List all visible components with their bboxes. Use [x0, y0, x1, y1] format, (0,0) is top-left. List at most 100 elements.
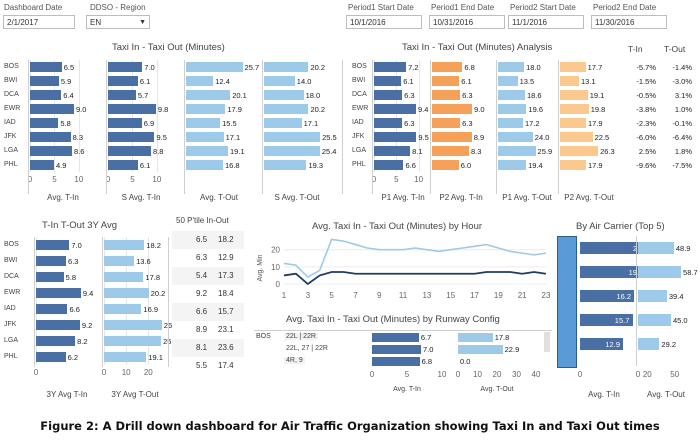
runway-scrollbar[interactable] [544, 332, 550, 352]
taxi-p2-bar[interactable] [186, 76, 214, 86]
ddso-region-select[interactable]: EN ▼ [86, 15, 150, 29]
analysis-p2-bar[interactable] [498, 76, 518, 86]
analysis-p2-bar[interactable] [498, 146, 536, 156]
taxi-p3-bar[interactable] [264, 132, 321, 142]
taxi-p0-bar[interactable] [30, 76, 59, 86]
threey-p1-bar[interactable] [104, 272, 144, 282]
taxi-p2-bar[interactable] [186, 132, 224, 142]
taxi-p2-bar[interactable] [186, 160, 223, 170]
threey-p0-bar[interactable] [36, 336, 76, 346]
p50-row[interactable]: 5.4 17.3 [172, 267, 244, 285]
taxi-p1-bar[interactable] [108, 132, 155, 142]
taxi-p2-bar[interactable] [186, 146, 229, 156]
p1-start-field[interactable]: 10/1/2016 [346, 15, 422, 29]
analysis-p0-bar[interactable] [374, 118, 403, 128]
analysis-p0-bar[interactable] [374, 76, 402, 86]
threey-p0-bar[interactable] [36, 288, 81, 298]
analysis-p2-bar[interactable] [498, 132, 533, 142]
threey-p1-bar[interactable] [104, 240, 145, 250]
analysis-p0-bar[interactable] [374, 62, 407, 72]
carrier-tin-bar[interactable] [580, 266, 647, 278]
carrier-highlight-bar[interactable] [557, 236, 577, 368]
p50-row[interactable]: 9.2 18.4 [172, 285, 244, 303]
taxi-p3-bar[interactable] [264, 104, 309, 114]
taxi-p1-bar[interactable] [108, 160, 138, 170]
analysis-p0-bar[interactable] [374, 132, 417, 142]
p50-row[interactable]: 6.3 12.9 [172, 249, 244, 267]
analysis-p1-bar[interactable] [432, 118, 461, 128]
runway-tin-bar[interactable] [372, 357, 420, 366]
carrier-tout-bar[interactable] [638, 314, 671, 326]
analysis-p2-bar[interactable] [498, 62, 525, 72]
p2-start-field[interactable]: 11/1/2016 [508, 15, 584, 29]
analysis-p1-bar[interactable] [432, 90, 461, 100]
runway-tout-bar[interactable] [458, 333, 493, 342]
carrier-tin-bar[interactable] [580, 338, 624, 350]
taxi-p0-bar[interactable] [30, 118, 59, 128]
threey-p1-bar[interactable] [104, 288, 149, 298]
analysis-p3-bar[interactable] [560, 146, 599, 156]
analysis-p2-bar[interactable] [498, 90, 525, 100]
threey-p0-bar[interactable] [36, 240, 70, 250]
carrier-tout-bar[interactable] [638, 242, 674, 254]
analysis-p3-bar[interactable] [560, 118, 586, 128]
analysis-p0-bar[interactable] [374, 90, 403, 100]
taxi-p0-bar[interactable] [30, 90, 62, 100]
analysis-p1-bar[interactable] [432, 132, 472, 142]
analysis-p1-bar[interactable] [432, 76, 460, 86]
taxi-p2-bar[interactable] [186, 62, 243, 72]
threey-p1-bar[interactable] [104, 320, 162, 330]
taxi-p1-bar[interactable] [108, 118, 142, 128]
analysis-p3-bar[interactable] [560, 76, 579, 86]
runway-tin-bar[interactable] [372, 333, 419, 342]
runway-tout-bar[interactable] [458, 345, 503, 354]
threey-p0-bar[interactable] [36, 256, 67, 266]
taxi-p2-bar[interactable] [186, 104, 226, 114]
p50-row[interactable]: 5.5 17.4 [172, 357, 244, 375]
taxi-p1-bar[interactable] [108, 104, 156, 114]
threey-p1-bar[interactable] [104, 352, 147, 362]
taxi-p1-bar[interactable] [108, 90, 136, 100]
threey-p1-bar[interactable] [104, 336, 162, 346]
threey-p0-bar[interactable] [36, 320, 80, 330]
analysis-p3-bar[interactable] [560, 160, 586, 170]
threey-p0-bar[interactable] [36, 352, 66, 362]
p50-row[interactable]: 6.5 18.2 [172, 231, 244, 249]
carrier-tout-bar[interactable] [638, 338, 660, 350]
taxi-p3-bar[interactable] [264, 90, 304, 100]
analysis-p1-bar[interactable] [432, 62, 463, 72]
taxi-p3-bar[interactable] [264, 62, 309, 72]
carrier-tout-bar[interactable] [638, 266, 682, 278]
carrier-tin-bar[interactable] [580, 314, 633, 326]
analysis-p3-bar[interactable] [560, 62, 586, 72]
analysis-p2-bar[interactable] [498, 160, 527, 170]
p50-row[interactable]: 8.9 23.1 [172, 321, 244, 339]
threey-p0-bar[interactable] [36, 272, 64, 282]
dashboard-date-field[interactable]: 2/1/2017 [3, 15, 75, 29]
analysis-p3-bar[interactable] [560, 90, 588, 100]
taxi-p3-bar[interactable] [264, 76, 295, 86]
taxi-p0-bar[interactable] [30, 146, 73, 156]
analysis-p1-bar[interactable] [432, 146, 470, 156]
p2-end-field[interactable]: 11/30/2016 [591, 15, 667, 29]
analysis-p0-bar[interactable] [374, 146, 411, 156]
analysis-p1-bar[interactable] [432, 104, 473, 114]
taxi-p2-bar[interactable] [186, 118, 221, 128]
taxi-p1-bar[interactable] [108, 146, 152, 156]
analysis-p3-bar[interactable] [560, 104, 589, 114]
taxi-p3-bar[interactable] [264, 146, 320, 156]
taxi-p1-bar[interactable] [108, 62, 143, 72]
analysis-p1-bar[interactable] [432, 160, 459, 170]
threey-p0-bar[interactable] [36, 304, 68, 314]
threey-p1-bar[interactable] [104, 256, 135, 266]
analysis-p2-bar[interactable] [498, 118, 523, 128]
runway-tin-bar[interactable] [372, 345, 421, 354]
analysis-p3-bar[interactable] [560, 132, 593, 142]
taxi-p0-bar[interactable] [30, 132, 71, 142]
p50-row[interactable]: 8.1 23.6 [172, 339, 244, 357]
taxi-p1-bar[interactable] [108, 76, 138, 86]
analysis-p0-bar[interactable] [374, 160, 404, 170]
taxi-p0-bar[interactable] [30, 104, 74, 114]
chevron-down-icon[interactable]: ▼ [139, 19, 146, 26]
carrier-tin-bar[interactable] [580, 290, 635, 302]
